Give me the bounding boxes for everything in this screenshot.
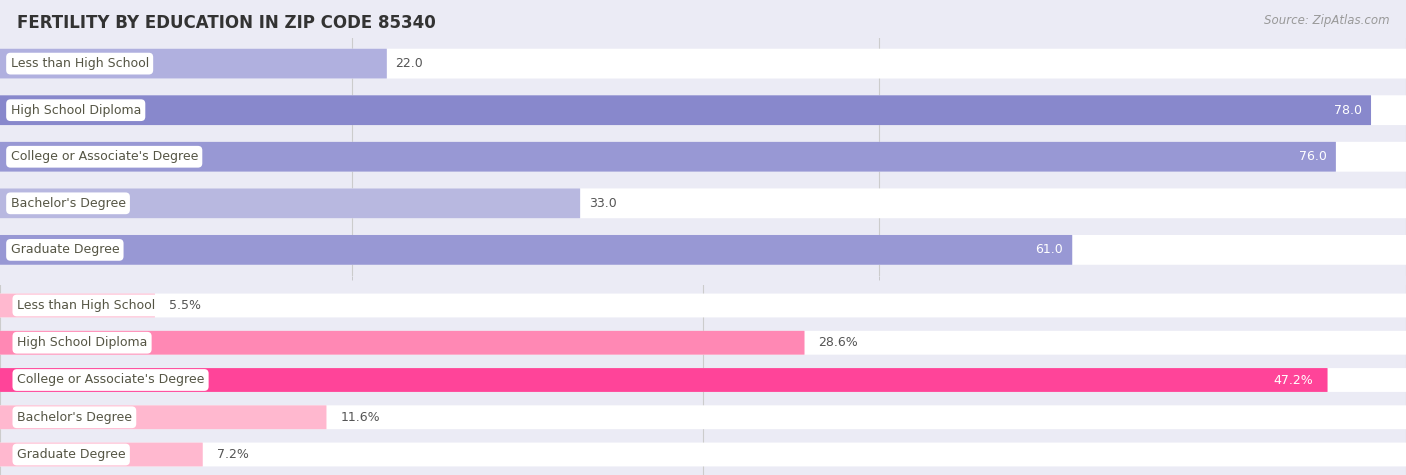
Text: Less than High School: Less than High School xyxy=(17,299,155,312)
FancyBboxPatch shape xyxy=(0,189,581,218)
FancyBboxPatch shape xyxy=(0,443,202,466)
Text: High School Diploma: High School Diploma xyxy=(17,336,148,349)
Text: Graduate Degree: Graduate Degree xyxy=(11,243,120,256)
Text: 78.0: 78.0 xyxy=(1334,104,1362,117)
FancyBboxPatch shape xyxy=(0,235,1406,265)
Text: FERTILITY BY EDUCATION IN ZIP CODE 85340: FERTILITY BY EDUCATION IN ZIP CODE 85340 xyxy=(17,14,436,32)
FancyBboxPatch shape xyxy=(0,294,155,317)
Text: 7.2%: 7.2% xyxy=(217,448,249,461)
FancyBboxPatch shape xyxy=(0,294,1406,317)
Text: College or Associate's Degree: College or Associate's Degree xyxy=(11,150,198,163)
FancyBboxPatch shape xyxy=(0,95,1406,125)
FancyBboxPatch shape xyxy=(0,405,1406,429)
Text: Source: ZipAtlas.com: Source: ZipAtlas.com xyxy=(1264,14,1389,27)
Text: 33.0: 33.0 xyxy=(589,197,616,210)
FancyBboxPatch shape xyxy=(0,331,1406,355)
Text: 61.0: 61.0 xyxy=(1036,243,1063,256)
FancyBboxPatch shape xyxy=(0,142,1336,171)
Text: Graduate Degree: Graduate Degree xyxy=(17,448,125,461)
FancyBboxPatch shape xyxy=(0,368,1406,392)
FancyBboxPatch shape xyxy=(0,443,1406,466)
FancyBboxPatch shape xyxy=(0,95,1371,125)
Text: College or Associate's Degree: College or Associate's Degree xyxy=(17,373,204,387)
FancyBboxPatch shape xyxy=(0,49,1406,78)
Text: Bachelor's Degree: Bachelor's Degree xyxy=(11,197,125,210)
Text: 22.0: 22.0 xyxy=(395,57,423,70)
Text: 76.0: 76.0 xyxy=(1299,150,1327,163)
Text: Bachelor's Degree: Bachelor's Degree xyxy=(17,411,132,424)
FancyBboxPatch shape xyxy=(0,235,1073,265)
Text: Less than High School: Less than High School xyxy=(11,57,149,70)
Text: 28.6%: 28.6% xyxy=(818,336,858,349)
Text: High School Diploma: High School Diploma xyxy=(11,104,141,117)
FancyBboxPatch shape xyxy=(0,405,326,429)
Text: 47.2%: 47.2% xyxy=(1274,373,1313,387)
FancyBboxPatch shape xyxy=(0,142,1406,171)
Text: 5.5%: 5.5% xyxy=(169,299,201,312)
FancyBboxPatch shape xyxy=(0,49,387,78)
Text: 11.6%: 11.6% xyxy=(340,411,380,424)
FancyBboxPatch shape xyxy=(0,331,804,355)
FancyBboxPatch shape xyxy=(0,189,1406,218)
FancyBboxPatch shape xyxy=(0,368,1327,392)
